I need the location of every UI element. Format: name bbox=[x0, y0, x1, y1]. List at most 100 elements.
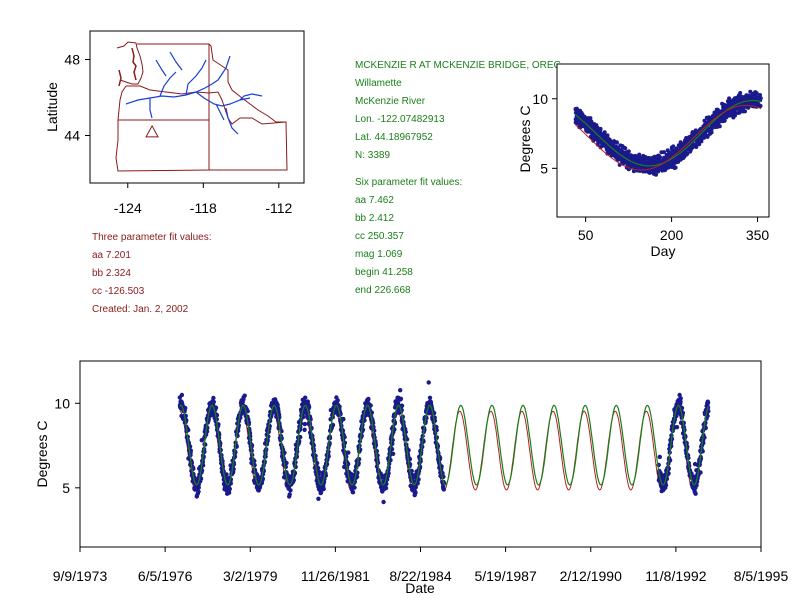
seasonal-data-point bbox=[677, 157, 682, 162]
seasonal-data-point bbox=[650, 160, 655, 165]
seasonal-data-point bbox=[727, 96, 732, 101]
timeseries-data-point bbox=[413, 490, 418, 495]
six-param-bb: bb 2.412 bbox=[355, 213, 394, 224]
seasonal-data-point bbox=[581, 123, 586, 128]
timeseries-data-point bbox=[211, 399, 216, 405]
seasonal-data-point bbox=[610, 140, 615, 145]
timeseries-data-point bbox=[368, 403, 373, 408]
seasonal-data-point bbox=[717, 124, 722, 129]
station-marker-triangle bbox=[145, 124, 159, 138]
timeseries-data-point bbox=[335, 398, 340, 403]
six-param-mag: mag 1.069 bbox=[355, 249, 403, 260]
timeseries-data-point bbox=[213, 405, 219, 410]
timeseries-data-point bbox=[350, 490, 356, 495]
seasonal-data-point bbox=[738, 91, 743, 95]
timeseries-data-point bbox=[366, 396, 371, 402]
seasonal-data-point bbox=[662, 150, 666, 155]
timeseries-xtick-label: 9/9/1973 bbox=[53, 568, 108, 584]
seasonal-data-point bbox=[706, 128, 711, 133]
timeseries-data-point bbox=[211, 395, 216, 401]
map-chart: -124 -118 -112 48 44 Latitude bbox=[44, 30, 305, 216]
map-ytick-label: 48 bbox=[64, 52, 80, 68]
seasonal-data-point bbox=[576, 121, 581, 126]
seasonal-data-point bbox=[647, 156, 652, 160]
timeseries-data-point bbox=[179, 392, 185, 398]
timeseries-chart: 9/9/1973 6/5/1976 3/2/1979 11/26/1981 8/22/1… bbox=[34, 360, 789, 596]
created-date: Created: Jan. 2, 2002 bbox=[92, 304, 189, 315]
map-frame bbox=[89, 30, 305, 184]
seasonal-data-point bbox=[639, 157, 644, 162]
map-rivers bbox=[125, 51, 263, 135]
timeseries-data-point bbox=[674, 425, 680, 430]
timeseries-xtick-label: 8/22/1984 bbox=[389, 568, 451, 584]
timeseries-data-point bbox=[381, 499, 386, 505]
timeseries-xtick-label: 8/5/1995 bbox=[734, 568, 789, 584]
seasonal-data-point bbox=[751, 93, 756, 97]
seasonal-data-point bbox=[748, 89, 753, 94]
timeseries-data-point bbox=[242, 393, 247, 398]
seasonal-three-param-fit-line bbox=[574, 104, 762, 171]
six-param-aa: aa 7.462 bbox=[355, 195, 394, 206]
six-param-cc: cc 250.357 bbox=[355, 231, 404, 242]
seasonal-data-point bbox=[580, 114, 585, 119]
six-param-header: Six parameter fit values: bbox=[355, 177, 463, 188]
six-param-begin: begin 41.258 bbox=[355, 267, 413, 278]
three-param-cc: cc -126.503 bbox=[92, 286, 145, 297]
seasonal-data-point bbox=[745, 104, 750, 109]
seasonal-xtick-label: 200 bbox=[660, 227, 684, 243]
timeseries-data-point bbox=[399, 403, 405, 408]
timeseries-data-point bbox=[302, 427, 307, 432]
timeseries-xtick-label: 6/5/1976 bbox=[138, 568, 193, 584]
station-info: MCKENZIE R AT MCKENZIE BRIDGE, OREG. Wil… bbox=[355, 57, 615, 165]
timeseries-data-point bbox=[306, 404, 312, 410]
seasonal-data-point bbox=[750, 96, 755, 101]
timeseries-ytick-label: 10 bbox=[54, 395, 70, 411]
timeseries-ytick-label: 5 bbox=[62, 480, 70, 496]
seasonal-data-point bbox=[636, 165, 641, 170]
seasonal-data-point bbox=[666, 153, 671, 158]
seasonal-frame bbox=[556, 63, 770, 218]
timeseries-data-point bbox=[315, 465, 321, 471]
seasonal-data-point bbox=[636, 160, 641, 165]
station-lon: Lon. -122.07482913 bbox=[355, 114, 445, 125]
seasonal-data-point bbox=[595, 125, 600, 130]
seasonal-data-point bbox=[711, 114, 715, 119]
timeseries-xtick-label: 5/19/1987 bbox=[474, 568, 536, 584]
seasonal-data-point bbox=[755, 95, 760, 100]
seasonal-xlabel: Day bbox=[651, 243, 676, 259]
map-xtick-label: -118 bbox=[190, 200, 217, 216]
seasonal-data-point bbox=[574, 108, 579, 113]
timeseries-data-point bbox=[196, 485, 201, 490]
timeseries-data-point bbox=[413, 485, 418, 490]
seasonal-chart: 50 200 350 5 10 Day Degrees C bbox=[517, 63, 770, 259]
seasonal-data-point bbox=[654, 158, 659, 163]
timeseries-data-point bbox=[341, 416, 346, 422]
seasonal-data-point bbox=[696, 141, 701, 146]
seasonal-data-point bbox=[604, 147, 609, 152]
timeseries-data-point bbox=[284, 460, 289, 466]
timeseries-data-point bbox=[287, 492, 292, 497]
seasonal-data-point bbox=[602, 130, 607, 135]
seasonal-data-point bbox=[678, 140, 683, 145]
three-param-aa: aa 7.201 bbox=[92, 250, 131, 261]
seasonal-data-point bbox=[669, 165, 674, 169]
seasonal-data-point bbox=[682, 148, 687, 152]
timeseries-data-point bbox=[390, 451, 396, 456]
seasonal-data-point bbox=[656, 155, 661, 160]
timeseries-xtick-label: 2/12/1990 bbox=[560, 568, 622, 584]
seasonal-data-point bbox=[688, 148, 693, 153]
seasonal-data-point bbox=[622, 151, 627, 155]
seasonal-data-point bbox=[693, 128, 698, 133]
seasonal-data-point bbox=[690, 132, 695, 137]
timeseries-data-point bbox=[383, 485, 389, 491]
seasonal-data-point bbox=[593, 136, 598, 141]
timeseries-data-point bbox=[288, 488, 293, 493]
timeseries-data-point bbox=[678, 396, 683, 401]
three-param-bb: bb 2.324 bbox=[92, 268, 131, 279]
timeseries-data-point bbox=[693, 491, 698, 496]
timeseries-data-point bbox=[657, 454, 662, 460]
seasonal-data-point bbox=[758, 96, 763, 101]
seasonal-data-point bbox=[647, 161, 652, 166]
seasonal-data-point bbox=[585, 128, 590, 132]
seasonal-data-point bbox=[671, 161, 676, 166]
